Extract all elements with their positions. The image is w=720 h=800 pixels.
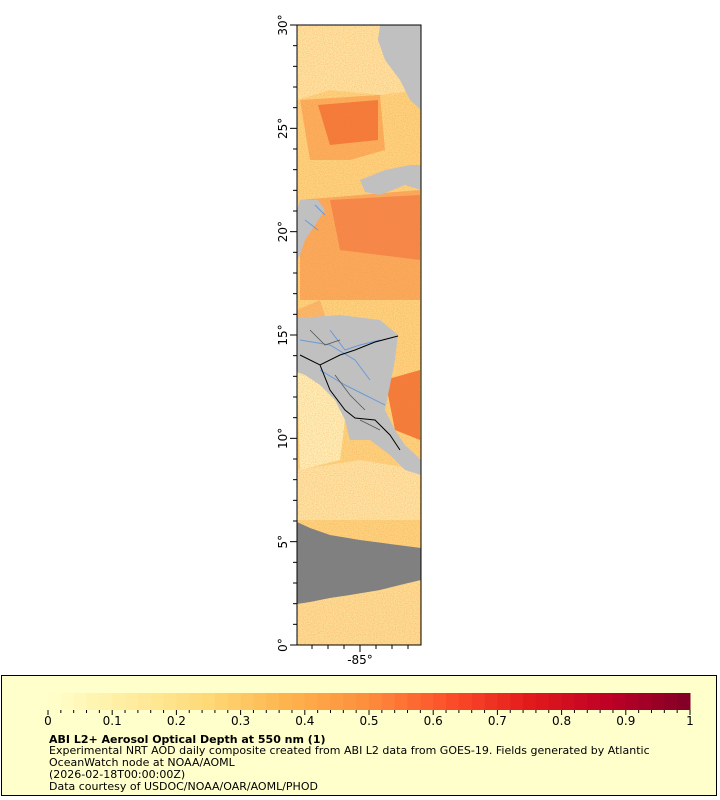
colorbar-tick-label: 0 bbox=[44, 714, 52, 728]
aod-map[interactable]: 0° 5° 10° 15° 20° 25° 30° -85° bbox=[0, 0, 720, 672]
colorbar-cell bbox=[189, 693, 203, 710]
x-tick-label: -85° bbox=[347, 653, 373, 667]
y-tick-label: 30° bbox=[276, 14, 290, 35]
colorbar-tick-label: 0.3 bbox=[231, 714, 250, 728]
colorbar-cell bbox=[330, 693, 344, 710]
colorbar-cell bbox=[433, 693, 447, 710]
colorbar-cells bbox=[48, 693, 691, 710]
colorbar-cell bbox=[625, 693, 640, 710]
colorbar-tick-label: 0.8 bbox=[552, 714, 571, 728]
legend-line-1: Experimental NRT AOD daily composite cre… bbox=[49, 744, 650, 757]
rivers-yucatan bbox=[304, 204, 326, 231]
colorbar-cell bbox=[356, 693, 370, 710]
colorbar-cell bbox=[214, 693, 229, 710]
colorbar-cell bbox=[394, 693, 409, 710]
colorbar-cell bbox=[369, 693, 383, 710]
colorbar-cell bbox=[266, 693, 280, 710]
colorbar-cell bbox=[176, 693, 190, 710]
colorbar-cell bbox=[548, 693, 563, 710]
colorbar-cell bbox=[317, 693, 331, 710]
legend-line-4: Data courtesy of USDOC/NOAA/OAR/AOML/PHO… bbox=[49, 780, 318, 793]
x-axis: -85° bbox=[311, 645, 409, 667]
country-borders bbox=[299, 335, 401, 451]
colorbar-cell bbox=[291, 693, 306, 710]
colorbar-cell bbox=[99, 693, 113, 710]
colorbar-cell bbox=[458, 693, 473, 710]
map-panel: 0° 5° 10° 15° 20° 25° 30° -85° bbox=[0, 0, 720, 672]
colorbar-cell bbox=[381, 693, 396, 710]
colorbar-cell bbox=[407, 693, 421, 710]
colorbar-cell bbox=[48, 693, 62, 710]
colorbar-cell bbox=[163, 693, 177, 710]
colorbar-cell bbox=[574, 693, 588, 710]
colorbar-cell bbox=[112, 693, 126, 710]
colorbar-cell bbox=[125, 693, 139, 710]
colorbar-cell bbox=[304, 693, 319, 710]
colorbar-cell bbox=[240, 693, 254, 710]
land-yucatan bbox=[297, 200, 325, 260]
colorbar-cell bbox=[86, 693, 100, 710]
colorbar-cell bbox=[523, 693, 537, 710]
colorbar-cell bbox=[600, 693, 614, 710]
colorbar-cell bbox=[612, 693, 627, 710]
legend-line-2: OceanWatch node at NOAA/AOML bbox=[49, 756, 235, 769]
colorbar-tick-label: 0.1 bbox=[103, 714, 122, 728]
colorbar-cell bbox=[446, 693, 460, 710]
colorbar-cell bbox=[561, 693, 575, 710]
legend-line-3: (2026-02-18T00:00:00Z) bbox=[49, 768, 186, 781]
colorbar-tick-label: 0.4 bbox=[295, 714, 314, 728]
colorbar-ticks: 0 0.1 0.2 0.3 0.4 0.5 0.6 0.7 0.8 0.9 1 bbox=[44, 710, 694, 728]
colorbar-tick-label: 0.6 bbox=[424, 714, 443, 728]
colorbar-cell bbox=[638, 693, 652, 710]
y-tick-label: 25° bbox=[276, 118, 290, 139]
y-tick-label: 0° bbox=[276, 638, 290, 652]
colorbar-cell bbox=[497, 693, 511, 710]
colorbar-cell bbox=[60, 693, 75, 710]
colorbar-cell bbox=[137, 693, 152, 710]
y-axis: 0° 5° 10° 15° 20° 25° 30° bbox=[276, 14, 297, 652]
colorbar-tick-label: 0.9 bbox=[616, 714, 635, 728]
colorbar-cell bbox=[677, 693, 691, 710]
land-cuba bbox=[360, 165, 421, 195]
colorbar-cell bbox=[343, 693, 357, 710]
rivers bbox=[299, 329, 386, 406]
colorbar-cell bbox=[664, 693, 678, 710]
colorbar-tick-label: 1 bbox=[686, 714, 694, 728]
y-tick-label: 15° bbox=[276, 324, 290, 345]
aod-field bbox=[297, 25, 421, 645]
legend-panel: 0 0.1 0.2 0.3 0.4 0.5 0.6 0.7 0.8 0.9 1 ABI L2+ Ae… bbox=[1, 675, 717, 796]
state-borders bbox=[309, 329, 381, 431]
colorbar-cell bbox=[73, 693, 88, 710]
y-tick-label: 10° bbox=[276, 428, 290, 449]
colorbar-cell bbox=[651, 693, 665, 710]
colorbar-cell bbox=[471, 693, 486, 710]
colorbar-tick-label: 0.2 bbox=[167, 714, 186, 728]
colorbar: 0 0.1 0.2 0.3 0.4 0.5 0.6 0.7 0.8 0.9 1 bbox=[44, 693, 694, 728]
y-tick-label: 5° bbox=[276, 535, 290, 549]
no-data-region bbox=[297, 522, 421, 604]
y-tick-label: 20° bbox=[276, 221, 290, 242]
colorbar-cell bbox=[535, 693, 550, 710]
colorbar-cell bbox=[150, 693, 165, 710]
colorbar-cell bbox=[510, 693, 524, 710]
colorbar-tick-label: 0.5 bbox=[359, 714, 378, 728]
colorbar-cell bbox=[484, 693, 498, 710]
colorbar-cell bbox=[202, 693, 216, 710]
colorbar-cell bbox=[420, 693, 434, 710]
colorbar-tick-label: 0.7 bbox=[488, 714, 507, 728]
colorbar-cell bbox=[227, 693, 242, 710]
colorbar-cell bbox=[587, 693, 601, 710]
colorbar-cell bbox=[253, 693, 267, 710]
land-florida bbox=[378, 25, 421, 110]
legend-title: ABI L2+ Aerosol Optical Depth at 550 nm … bbox=[49, 733, 326, 746]
colorbar-cell bbox=[279, 693, 293, 710]
